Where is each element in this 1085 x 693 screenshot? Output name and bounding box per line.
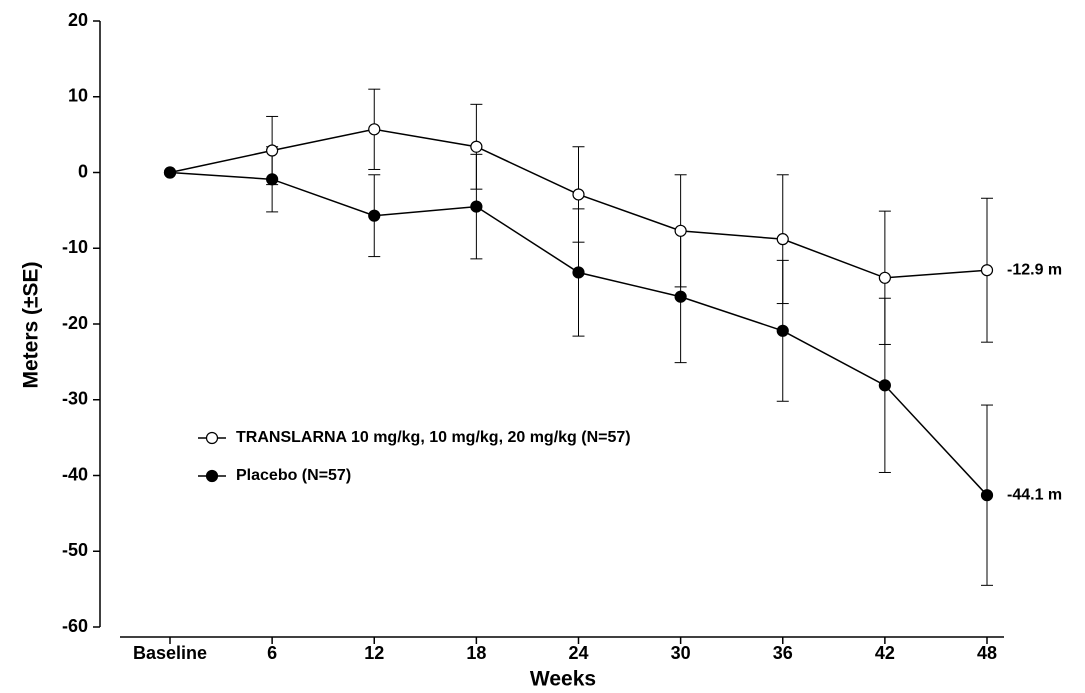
annotation: -44.1 m [1007, 486, 1062, 503]
x-tick-label: 12 [364, 643, 384, 663]
point [980, 264, 994, 277]
point [368, 123, 381, 136]
point [674, 290, 687, 303]
legend-label: TRANSLARNA 10 mg/kg, 10 mg/kg, 20 mg/kg … [236, 429, 631, 446]
y-tick-label: 20 [68, 10, 88, 30]
x-tick-label: 18 [466, 643, 486, 663]
x-tick-label: 36 [773, 643, 793, 663]
point [980, 489, 994, 502]
point [878, 379, 891, 392]
point [674, 224, 687, 237]
x-tick-label: 30 [671, 643, 691, 663]
x-tick-label: 6 [267, 643, 277, 663]
y-tick-label: -60 [62, 616, 88, 636]
point [368, 209, 381, 222]
legend-label: Placebo (N=57) [236, 467, 351, 484]
y-tick-label: 0 [78, 161, 88, 181]
x-tick-label: 24 [568, 643, 588, 663]
legend-marker [205, 431, 219, 445]
point [470, 140, 483, 153]
x-tick-label: Baseline [133, 643, 207, 663]
x-tick-label: 48 [977, 643, 997, 663]
point [163, 166, 177, 179]
x-tick-label: 42 [875, 643, 895, 663]
point [470, 200, 483, 213]
point [878, 271, 891, 284]
point [776, 233, 789, 246]
annotation: -12.9 m [1007, 261, 1062, 278]
y-axis-title: Meters (±SE) [20, 261, 43, 388]
point [572, 188, 585, 201]
y-tick-label: -30 [62, 389, 88, 409]
point [266, 144, 279, 157]
point [266, 173, 279, 186]
y-tick-label: -10 [62, 237, 88, 257]
point [776, 324, 789, 337]
y-tick-label: 10 [68, 86, 88, 106]
y-tick-label: -40 [62, 464, 88, 484]
y-tick-label: -20 [62, 313, 88, 333]
legend-marker [205, 469, 219, 483]
y-tick-label: -50 [62, 540, 88, 560]
point [572, 266, 585, 279]
x-axis-title: Weeks [530, 668, 596, 691]
